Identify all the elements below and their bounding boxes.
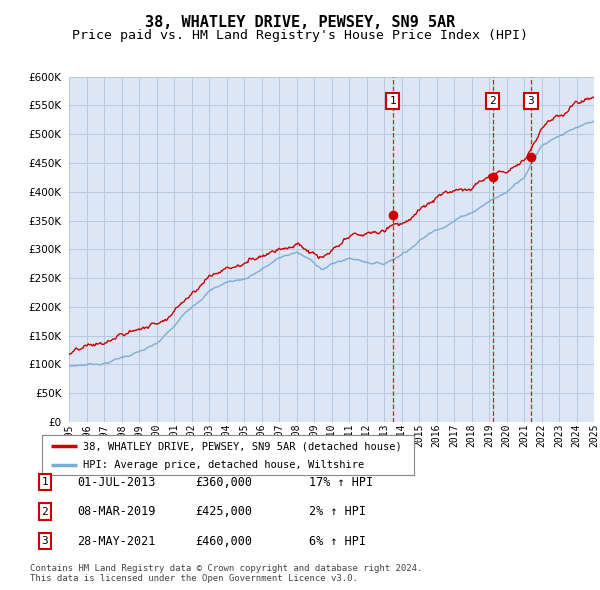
Text: 38, WHATLEY DRIVE, PEWSEY, SN9 5AR (detached house): 38, WHATLEY DRIVE, PEWSEY, SN9 5AR (deta… [83,441,401,451]
Text: 2: 2 [489,96,496,106]
Text: 2: 2 [41,507,49,516]
Text: 08-MAR-2019: 08-MAR-2019 [77,505,155,518]
Text: 38, WHATLEY DRIVE, PEWSEY, SN9 5AR: 38, WHATLEY DRIVE, PEWSEY, SN9 5AR [145,15,455,30]
Text: 3: 3 [527,96,535,106]
Text: 28-MAY-2021: 28-MAY-2021 [77,535,155,548]
Text: £460,000: £460,000 [195,535,252,548]
Text: 2% ↑ HPI: 2% ↑ HPI [309,505,366,518]
Text: 17% ↑ HPI: 17% ↑ HPI [309,476,373,489]
Text: Contains HM Land Registry data © Crown copyright and database right 2024.
This d: Contains HM Land Registry data © Crown c… [30,563,422,583]
Text: HPI: Average price, detached house, Wiltshire: HPI: Average price, detached house, Wilt… [83,460,364,470]
Text: £425,000: £425,000 [195,505,252,518]
Text: £360,000: £360,000 [195,476,252,489]
Text: 3: 3 [41,536,49,546]
Text: 01-JUL-2013: 01-JUL-2013 [77,476,155,489]
Text: 6% ↑ HPI: 6% ↑ HPI [309,535,366,548]
Text: 1: 1 [389,96,396,106]
Text: Price paid vs. HM Land Registry's House Price Index (HPI): Price paid vs. HM Land Registry's House … [72,29,528,42]
Text: 1: 1 [41,477,49,487]
